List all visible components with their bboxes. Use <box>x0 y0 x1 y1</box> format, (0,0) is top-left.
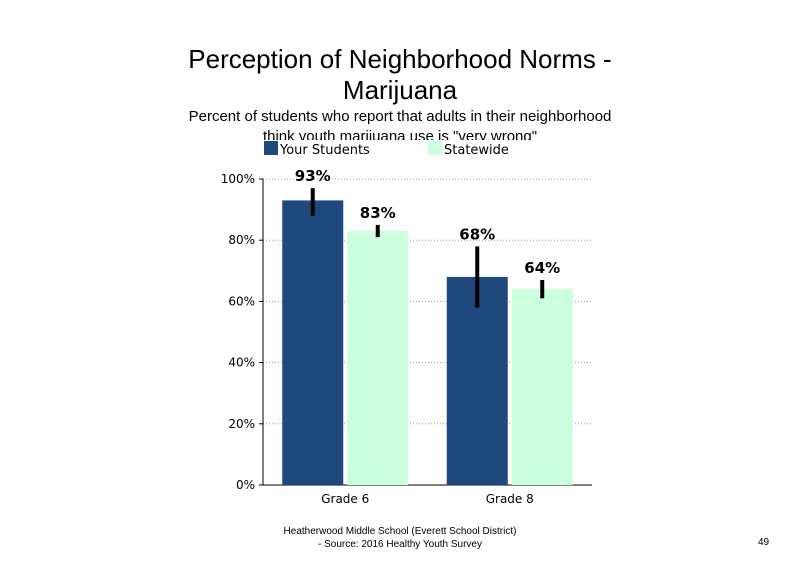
title-line-1: Perception of Neighborhood Norms - <box>188 44 612 74</box>
bar <box>446 276 508 485</box>
chart-title: Perception of Neighborhood Norms - Marij… <box>120 44 680 106</box>
bar <box>347 231 409 485</box>
legend-swatch <box>264 141 278 155</box>
bar <box>282 200 344 486</box>
data-label: 68% <box>459 225 495 243</box>
page-number: 49 <box>758 537 770 548</box>
x-tick-label: Grade 6 <box>321 492 369 506</box>
y-tick-label: 40% <box>228 356 255 370</box>
title-line-2: Marijuana <box>342 75 458 105</box>
y-tick-label: 0% <box>236 478 255 492</box>
data-label: 64% <box>524 259 560 277</box>
data-label: 93% <box>295 167 331 185</box>
chart-subtitle: Percent of students who report that adul… <box>140 107 660 140</box>
y-tick-label: 100% <box>221 172 255 186</box>
footer-source: Heatherwood Middle School (Everett Schoo… <box>250 525 550 551</box>
legend-label: Your Students <box>279 143 370 158</box>
legend-swatch <box>428 141 442 155</box>
y-tick-label: 20% <box>228 417 255 431</box>
x-tick-label: Grade 8 <box>486 492 534 506</box>
y-tick-label: 80% <box>228 233 255 247</box>
subtitle-line-1: Percent of students who report that adul… <box>188 108 612 125</box>
bar <box>511 289 573 485</box>
footer-line-1: Heatherwood Middle School (Everett Schoo… <box>283 526 517 537</box>
y-tick-label: 60% <box>228 294 255 308</box>
footer-line-2: - Source: 2016 Healthy Youth Survey <box>318 539 482 550</box>
data-label: 83% <box>360 204 396 222</box>
subtitle-line-2: think youth marijuana use is "very wrong… <box>262 128 538 140</box>
legend-label: Statewide <box>444 143 509 158</box>
